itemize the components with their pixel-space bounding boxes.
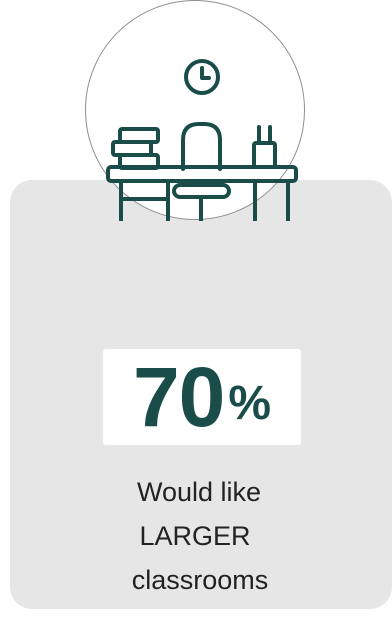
clock-icon (184, 59, 220, 95)
pencil-cup-icon (252, 125, 277, 169)
desk-legs-icon (119, 179, 290, 221)
desk-icon (106, 59, 298, 221)
chair-base-icon (172, 183, 231, 221)
stat-caption: Would like LARGER classrooms (0, 470, 392, 602)
icon-circle (85, 0, 305, 221)
caption-line-1: Would like (136, 477, 262, 507)
desk-top-icon (106, 165, 298, 183)
stat-box: 70 % (103, 349, 301, 445)
chair-back-icon (181, 122, 222, 171)
caption-line-2: LARGER (139, 521, 251, 551)
caption-line-3: classrooms (131, 565, 269, 595)
books-icon (111, 127, 160, 170)
stat-number: 70 (132, 350, 225, 444)
stat-percent-sign: % (228, 377, 272, 430)
